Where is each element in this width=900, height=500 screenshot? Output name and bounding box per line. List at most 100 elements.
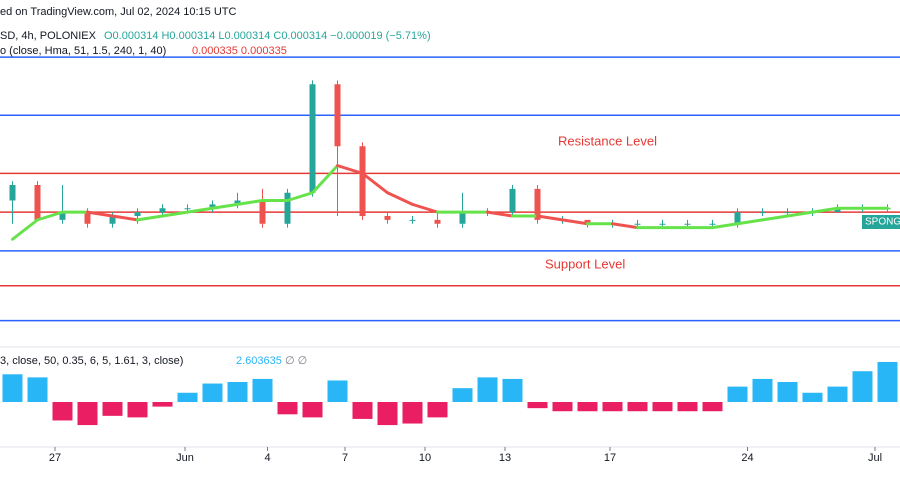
candle-body: [634, 223, 641, 225]
hma-segment: [186, 206, 214, 214]
oscillator-bar: [852, 371, 873, 402]
hma-segment: [411, 202, 439, 214]
hma-segment: [536, 214, 564, 222]
hma-segment: [236, 199, 264, 206]
candle-body: [9, 185, 16, 201]
hma-segment: [286, 191, 314, 202]
candle-body: [584, 219, 591, 224]
hma-segment: [311, 164, 339, 195]
oscillator-bar: [577, 402, 598, 412]
candle-body: [109, 216, 116, 224]
x-tick-label: Jun: [176, 452, 194, 464]
hma-segment: [111, 214, 139, 222]
price-tag: SPONG: [865, 217, 900, 228]
oscillator-nulls: ∅ ∅: [285, 355, 307, 367]
x-tick-label: 24: [741, 452, 753, 464]
x-tick-label: Jul: [868, 452, 882, 464]
candle-body: [384, 216, 391, 220]
oscillator-bar: [202, 383, 223, 402]
candle-body: [359, 146, 366, 216]
oscillator-bar: [427, 402, 448, 418]
x-tick-label: 10: [419, 452, 431, 464]
oscillator-bar: [227, 382, 248, 402]
indicator-values: 0.000335 0.000335: [192, 45, 287, 57]
hma-segment: [736, 218, 764, 226]
oscillator-bar: [152, 402, 173, 407]
hma-segment: [361, 171, 389, 195]
oscillator-bar: [652, 402, 673, 412]
candle-body: [534, 188, 541, 220]
oscillator-bar: [827, 386, 848, 402]
oscillator-bar: [752, 378, 773, 402]
resistance-label: Resistance Level: [558, 133, 657, 148]
x-tick-label: 17: [604, 452, 616, 464]
hma-segment: [86, 210, 114, 218]
candle-body: [159, 208, 166, 213]
x-tick-label: 27: [49, 452, 61, 464]
candle-body: [184, 208, 191, 210]
x-tick-label: 4: [264, 452, 270, 464]
source: ed on TradingView.com, Jul 02, 2024 10:1…: [0, 6, 236, 18]
ohlc: O0.000314 H0.000314 L0.000314 C0.000314 …: [104, 30, 431, 42]
oscillator-bar: [402, 402, 423, 424]
symbol: SD, 4h, POLONIEX: [0, 30, 97, 42]
x-tick-label: 7: [342, 452, 348, 464]
oscillator-bar: [27, 377, 48, 402]
candle-body: [209, 204, 216, 209]
price-tag-bg: [862, 215, 900, 229]
oscillator-bar: [77, 402, 98, 426]
oscillator-bar: [552, 402, 573, 412]
oscillator-bar: [452, 388, 473, 402]
oscillator-bar: [877, 361, 898, 402]
oscillator-bar: [352, 402, 373, 419]
oscillator-value: 2.603635: [236, 355, 282, 367]
hma-segment: [611, 222, 639, 230]
hma-segment: [211, 202, 239, 210]
plot: 27 Jun 4 7 10 13 17 24 Jul: [0, 56, 900, 464]
oscillator-bar: [702, 402, 723, 412]
support-label: Support Level: [545, 256, 625, 271]
candle-body: [234, 200, 241, 205]
candle-body: [334, 84, 341, 147]
hma-segment: [561, 218, 589, 226]
hma-segment: [486, 210, 514, 218]
hma-segment: [11, 218, 39, 241]
oscillator-bar: [2, 374, 23, 402]
candle-body: [709, 223, 716, 225]
hma-segment: [711, 222, 739, 230]
candle-body: [84, 212, 91, 224]
x-tick-label: 13: [499, 452, 511, 464]
candle-body: [834, 208, 841, 213]
oscillator-bar: [177, 392, 198, 402]
candle-body: [459, 212, 466, 224]
oscillator-bar: [377, 402, 398, 426]
indicator: o (close, Hma, 51, 1.5, 240, 1, 40): [0, 45, 166, 57]
candle-body: [759, 212, 766, 214]
oscillator-bar: [52, 402, 73, 421]
oscillator-bar: [802, 392, 823, 402]
candle-body: [284, 192, 291, 224]
candle-body: [734, 212, 741, 224]
oscillator-bar: [527, 402, 548, 409]
oscillator-bar: [502, 378, 523, 402]
candle-body: [259, 200, 266, 224]
candle-body: [509, 188, 516, 213]
candle-body: [409, 219, 416, 221]
oscillator-bar: [327, 380, 348, 402]
oscillator-bar: [127, 402, 148, 418]
oscillator-bar: [777, 382, 798, 402]
hma-segment: [161, 210, 189, 218]
oscillator-bar: [102, 402, 123, 416]
candle-body: [59, 212, 66, 220]
oscillator-bar: [252, 378, 273, 402]
oscillator-bar: [302, 402, 323, 418]
candle-body: [434, 219, 441, 224]
oscillator-bar: [727, 386, 748, 402]
oscillator-bar: [627, 402, 648, 412]
oscillator-bar: [477, 377, 498, 402]
oscillator-bar: [677, 402, 698, 412]
candle-body: [309, 84, 316, 193]
oscillator-bar: [277, 402, 298, 415]
